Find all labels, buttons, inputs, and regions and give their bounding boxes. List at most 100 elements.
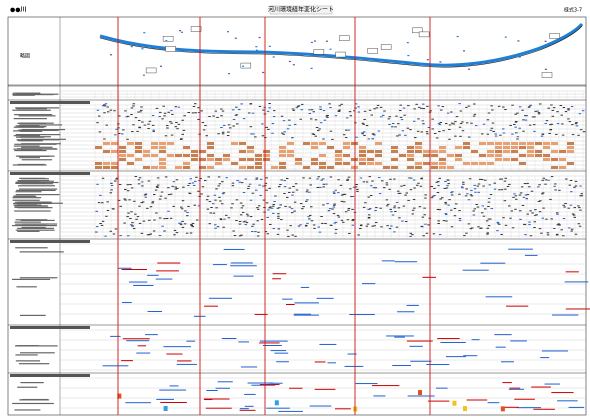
cell-text	[578, 207, 581, 209]
cell-text	[379, 106, 383, 108]
cell-text	[265, 177, 268, 179]
annotation	[133, 284, 154, 286]
highlight-cell	[351, 158, 358, 161]
row-label	[16, 189, 56, 192]
cell-text	[197, 190, 200, 192]
annotation	[293, 313, 312, 315]
cell-text	[198, 180, 201, 182]
cell-text	[579, 195, 582, 197]
cell-text	[231, 182, 235, 184]
cell-text	[347, 129, 351, 131]
row-label	[20, 219, 55, 222]
cell-text	[106, 106, 110, 108]
cell-text	[522, 196, 526, 198]
highlight-cell	[439, 146, 446, 149]
cell-text	[266, 110, 270, 112]
highlight-cell	[263, 150, 270, 153]
section-heading	[10, 101, 90, 104]
cell-text	[252, 133, 255, 135]
cell-text	[437, 123, 441, 125]
cell-text	[373, 108, 376, 110]
highlight-cell	[103, 166, 110, 169]
cell-text	[368, 109, 372, 111]
cell-text	[103, 138, 106, 140]
map-marker	[463, 50, 466, 52]
row-label	[17, 163, 45, 166]
cell-text	[344, 137, 348, 139]
cell-text	[383, 110, 386, 112]
cell-text	[373, 134, 376, 136]
cell-text	[504, 188, 507, 190]
row-label	[16, 136, 45, 138]
highlight-cell	[391, 150, 398, 153]
cell-text	[473, 208, 477, 210]
cell-text	[158, 235, 162, 237]
highlight-cell	[119, 158, 126, 161]
annotation	[239, 409, 256, 411]
annotation	[397, 311, 415, 313]
cell-text	[231, 203, 234, 205]
cell-text	[322, 186, 325, 188]
row-label	[13, 145, 40, 147]
cell-text	[391, 126, 394, 128]
cell-text	[397, 207, 401, 209]
annotation	[145, 334, 158, 336]
cell-text	[380, 116, 383, 118]
annotation	[531, 386, 551, 388]
cell-text	[475, 204, 478, 206]
highlight-cell	[319, 154, 326, 157]
cell-text	[219, 219, 223, 221]
highlight-cell	[567, 150, 574, 153]
cell-text	[189, 232, 193, 234]
cell-text	[124, 199, 127, 201]
cell-text	[343, 201, 346, 203]
cell-text	[537, 113, 541, 115]
cell-text	[453, 215, 457, 217]
cell-text	[403, 184, 406, 186]
cell-text	[567, 109, 570, 111]
cell-text	[533, 214, 537, 216]
cell-text	[493, 182, 496, 184]
cell-text	[448, 128, 451, 130]
cell-text	[175, 122, 178, 124]
cell-text	[529, 104, 532, 106]
cell-text	[324, 223, 327, 225]
highlight-cell	[311, 146, 318, 149]
cell-text	[359, 228, 362, 230]
highlight-cell	[223, 154, 230, 157]
cell-text	[334, 189, 338, 191]
highlight-cell	[447, 154, 454, 157]
cell-text	[312, 111, 316, 113]
cell-text	[182, 129, 186, 131]
cell-text	[295, 107, 299, 109]
annotation	[557, 400, 578, 402]
cell-text	[367, 138, 371, 140]
highlight-cell	[359, 158, 366, 161]
cell-text	[192, 184, 196, 186]
cell-text	[569, 204, 573, 206]
cell-text	[170, 122, 173, 124]
cell-text	[477, 183, 481, 185]
cell-text	[163, 218, 166, 220]
row-label	[15, 194, 60, 196]
cell-text	[420, 178, 423, 180]
annotation	[392, 365, 411, 367]
cell-text	[385, 184, 389, 186]
highlight-cell	[431, 166, 438, 169]
cell-text	[415, 103, 418, 105]
highlight-cell	[263, 154, 270, 157]
cell-text	[354, 186, 358, 188]
cell-text	[527, 106, 531, 108]
map-marker	[518, 56, 521, 58]
cell-text	[292, 185, 295, 187]
cell-text	[404, 194, 407, 196]
cell-text	[377, 130, 381, 132]
highlight-cell	[407, 154, 414, 157]
cell-text	[314, 119, 318, 121]
cell-text	[494, 135, 498, 137]
cell-text	[151, 201, 155, 203]
highlight-cell	[375, 154, 382, 157]
cell-text	[389, 178, 392, 180]
cell-text	[579, 129, 583, 131]
